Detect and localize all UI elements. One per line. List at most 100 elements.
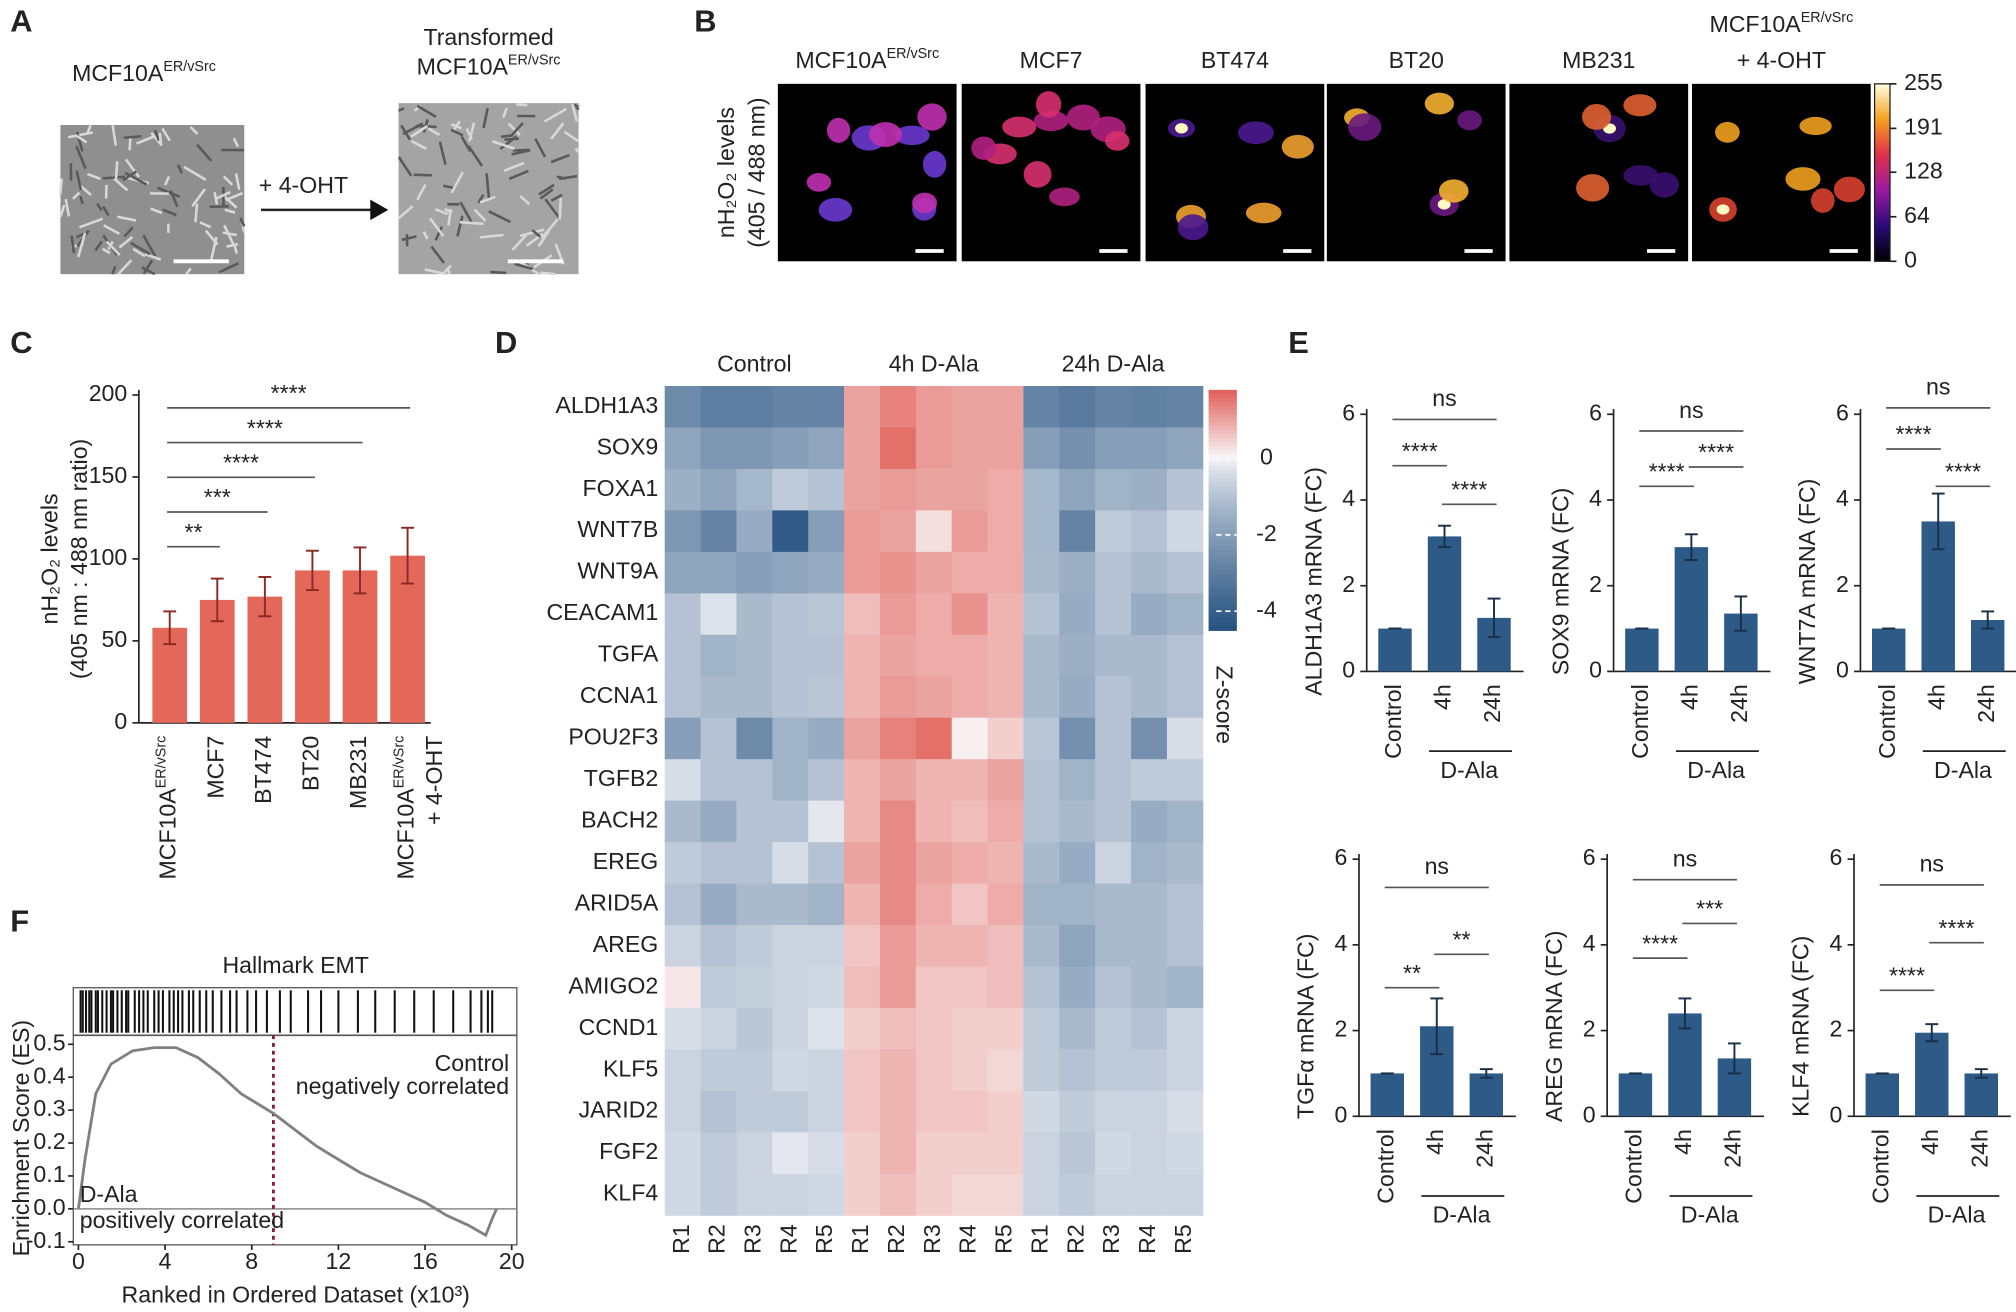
y-tick-label: 0	[1830, 1101, 1843, 1127]
heat-cell	[772, 551, 809, 594]
colorbar-step	[1208, 506, 1237, 511]
heat-cell	[664, 427, 702, 470]
x-tick-label: Control	[1380, 684, 1406, 759]
y-axis-label: (405 nm : 488 nm ratio)	[66, 439, 92, 679]
y-tick-label: 2	[1342, 571, 1355, 597]
heat-cell	[1131, 925, 1168, 968]
x-tick-label: 24h	[1973, 684, 1999, 723]
colorbar-step	[1208, 562, 1237, 567]
heat-cell	[1095, 634, 1132, 677]
group-label: D-Ala	[1440, 757, 1498, 783]
nucleus	[1785, 167, 1821, 191]
colorbar-step	[1208, 437, 1237, 443]
heat-cell	[879, 1132, 917, 1175]
heat-cell	[1131, 551, 1168, 594]
panel-letter: E	[1288, 325, 1309, 360]
nucleus	[1576, 174, 1610, 202]
cell-texture	[450, 171, 464, 194]
error-bar	[1925, 1023, 1939, 1043]
cell-texture	[185, 267, 192, 275]
nucleus	[826, 117, 851, 143]
heat-cell	[915, 759, 953, 802]
image-label-sup: ER/vSrc	[163, 59, 216, 75]
cell-texture	[502, 107, 508, 118]
y-axis-label: TGFα mRNA (FC)	[1293, 934, 1319, 1120]
heat-cell	[808, 1049, 845, 1092]
colorbar-tick-label: -2	[1256, 520, 1277, 546]
cell-texture	[539, 188, 554, 200]
row-label: FOXA1	[582, 475, 658, 501]
heat-cell	[1095, 386, 1132, 428]
image-title-line2: + 4-OHT	[1737, 47, 1826, 73]
y-tick-label: 2	[1830, 1016, 1843, 1042]
colorbar-step	[1208, 433, 1237, 439]
column-label: R2	[883, 1224, 909, 1254]
heat-cell	[1059, 883, 1096, 926]
heat-cell	[1131, 842, 1168, 885]
panel-letter: B	[694, 4, 716, 39]
image-label: MCF10AER/vSrc	[72, 59, 216, 86]
column-label: R4	[775, 1224, 801, 1254]
heat-cell	[1095, 966, 1132, 1009]
cell-texture	[85, 124, 92, 135]
cell-texture	[209, 205, 229, 209]
bar	[1668, 1013, 1702, 1117]
colorbar-step	[1208, 490, 1237, 495]
cell-texture	[59, 204, 66, 218]
nucleus	[1623, 94, 1657, 117]
colorbar-tick-label: 0	[1904, 246, 1917, 272]
row-label: CCND1	[579, 1014, 659, 1040]
colorbar-step	[1208, 546, 1237, 551]
heat-cell	[844, 386, 881, 428]
heat-cell	[700, 551, 737, 594]
heat-cell	[915, 1132, 953, 1175]
heat-cell	[879, 925, 917, 968]
nucleus	[1811, 188, 1835, 213]
nucleus	[922, 150, 947, 178]
heat-cell	[700, 1173, 737, 1216]
heat-cell	[844, 883, 881, 926]
error-bar	[163, 610, 177, 646]
heat-cell	[1059, 676, 1096, 719]
y-tick-label: 6	[1589, 399, 1602, 425]
bar	[1370, 1073, 1404, 1117]
heat-cell	[951, 1049, 989, 1092]
y-tick-label: 0	[114, 708, 127, 734]
heat-cell	[1166, 883, 1204, 926]
nucleus	[1035, 91, 1062, 118]
nucleus-core	[1716, 204, 1730, 215]
heat-cell	[772, 717, 809, 760]
heat-cell	[1023, 468, 1060, 511]
heat-cell	[1095, 883, 1132, 926]
heat-cell	[951, 759, 989, 802]
heat-cell	[1095, 842, 1132, 885]
heat-cell	[1166, 551, 1204, 594]
colorbar-tick-label: 128	[1904, 157, 1943, 183]
cell-texture	[511, 234, 528, 251]
heat-cell	[879, 634, 917, 677]
cell-texture	[398, 107, 405, 112]
heat-cell	[951, 800, 989, 843]
cell-texture	[222, 175, 234, 186]
colorbar-step	[1208, 453, 1237, 459]
cell-texture	[117, 215, 137, 222]
cell-texture	[422, 231, 429, 240]
significance-label: ****	[1939, 915, 1975, 941]
colorbar-step	[1208, 510, 1237, 515]
colorbar-step	[1208, 590, 1237, 595]
column-label: R5	[1170, 1224, 1196, 1254]
heat-cell	[987, 1007, 1024, 1050]
nucleus	[1177, 214, 1209, 241]
cell-texture	[94, 240, 103, 252]
significance-label: **	[1403, 960, 1421, 986]
cell-texture	[64, 198, 71, 217]
y-axis-label: nH₂O₂ levels	[37, 493, 63, 624]
heat-cell	[1095, 593, 1132, 636]
heat-cell	[987, 717, 1024, 760]
cell-texture	[490, 270, 507, 275]
significance-label: ns	[1679, 397, 1703, 423]
colorbar-step	[1208, 526, 1237, 531]
heat-cell	[915, 510, 953, 553]
cell-texture	[111, 266, 117, 275]
cell-texture	[79, 195, 84, 205]
